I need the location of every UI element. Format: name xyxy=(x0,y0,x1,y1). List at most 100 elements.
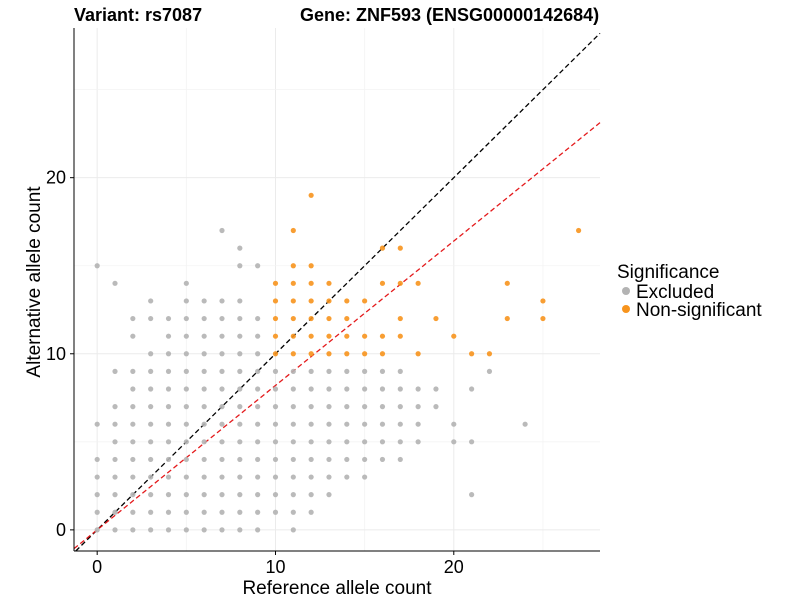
point-non-significant xyxy=(290,298,296,304)
point-excluded xyxy=(237,315,243,322)
point-non-significant xyxy=(379,333,386,339)
legend-key-excluded xyxy=(622,287,630,295)
point-excluded xyxy=(165,315,172,322)
point-excluded xyxy=(308,368,314,374)
point-excluded xyxy=(94,474,100,480)
point-non-significant xyxy=(344,298,350,304)
point-excluded xyxy=(379,404,386,410)
point-excluded xyxy=(112,474,118,480)
point-excluded xyxy=(255,527,261,533)
point-non-significant xyxy=(344,333,350,339)
point-non-significant xyxy=(290,280,296,286)
point-excluded xyxy=(326,368,332,374)
reference-lines xyxy=(73,32,601,552)
point-non-significant xyxy=(308,351,314,357)
point-non-significant xyxy=(290,263,296,269)
point-excluded xyxy=(183,298,189,304)
legend-title: Significance xyxy=(617,262,719,283)
point-excluded xyxy=(469,439,475,445)
point-excluded xyxy=(148,492,154,498)
chart-title-variant: Variant: rs7087 xyxy=(74,5,202,25)
point-excluded xyxy=(94,263,100,269)
data-points xyxy=(94,192,582,533)
point-non-significant xyxy=(397,280,403,286)
point-excluded xyxy=(272,474,279,480)
point-excluded xyxy=(433,386,439,392)
point-non-significant xyxy=(326,351,332,357)
point-excluded xyxy=(326,439,332,445)
point-non-significant xyxy=(290,227,296,234)
point-excluded xyxy=(112,280,118,286)
point-non-significant xyxy=(272,315,279,322)
point-excluded xyxy=(469,386,475,392)
point-excluded xyxy=(94,492,100,498)
point-excluded xyxy=(183,280,189,286)
legend-key-non-significant xyxy=(622,305,630,313)
point-non-significant xyxy=(379,245,386,251)
point-excluded xyxy=(183,386,189,392)
point-excluded xyxy=(219,351,225,357)
point-non-significant xyxy=(415,351,421,357)
point-excluded xyxy=(326,474,332,480)
point-excluded xyxy=(219,509,225,515)
point-non-significant xyxy=(326,280,332,286)
point-non-significant xyxy=(290,333,296,339)
point-excluded xyxy=(148,315,154,322)
point-excluded xyxy=(272,368,279,374)
point-excluded xyxy=(201,386,207,392)
point-excluded xyxy=(451,421,457,427)
point-excluded xyxy=(362,386,368,392)
point-excluded xyxy=(201,351,207,357)
point-excluded xyxy=(94,421,100,427)
point-excluded xyxy=(219,315,225,322)
point-excluded xyxy=(255,456,261,463)
point-excluded xyxy=(219,298,225,304)
point-excluded xyxy=(344,404,350,410)
point-excluded xyxy=(397,456,403,463)
point-excluded xyxy=(272,509,279,515)
point-excluded xyxy=(201,474,207,480)
point-excluded xyxy=(148,386,154,392)
point-excluded xyxy=(255,315,261,322)
point-excluded xyxy=(344,421,350,427)
point-excluded xyxy=(219,421,225,427)
x-tick-label: 20 xyxy=(444,557,464,577)
point-excluded xyxy=(362,456,368,463)
y-tick-label: 10 xyxy=(46,344,66,364)
point-excluded xyxy=(397,368,403,374)
point-excluded xyxy=(165,404,172,410)
point-excluded xyxy=(308,509,314,515)
point-excluded xyxy=(201,298,207,304)
point-excluded xyxy=(255,351,261,357)
point-excluded xyxy=(183,509,189,515)
point-excluded xyxy=(308,386,314,392)
grid-lines xyxy=(74,28,600,551)
point-excluded xyxy=(255,492,261,498)
point-excluded xyxy=(397,404,403,410)
point-non-significant xyxy=(326,298,332,304)
point-excluded xyxy=(201,527,207,533)
point-excluded xyxy=(308,474,314,480)
point-excluded xyxy=(130,474,136,480)
point-non-significant xyxy=(308,298,314,304)
point-excluded xyxy=(183,492,189,498)
point-excluded xyxy=(148,404,154,410)
point-excluded xyxy=(130,421,136,427)
point-excluded xyxy=(308,492,314,498)
y-tick-label: 20 xyxy=(46,168,66,188)
point-excluded xyxy=(469,492,475,498)
point-excluded xyxy=(379,421,386,427)
point-excluded xyxy=(362,404,368,410)
point-excluded xyxy=(255,368,261,374)
point-excluded xyxy=(237,527,243,533)
point-non-significant xyxy=(379,280,386,286)
point-excluded xyxy=(130,509,136,515)
point-non-significant xyxy=(272,280,279,286)
point-excluded xyxy=(362,439,368,445)
point-excluded xyxy=(112,439,118,445)
point-non-significant xyxy=(308,315,314,322)
point-excluded xyxy=(290,456,296,463)
point-excluded xyxy=(219,456,225,463)
point-excluded xyxy=(165,386,172,392)
point-excluded xyxy=(272,492,279,498)
